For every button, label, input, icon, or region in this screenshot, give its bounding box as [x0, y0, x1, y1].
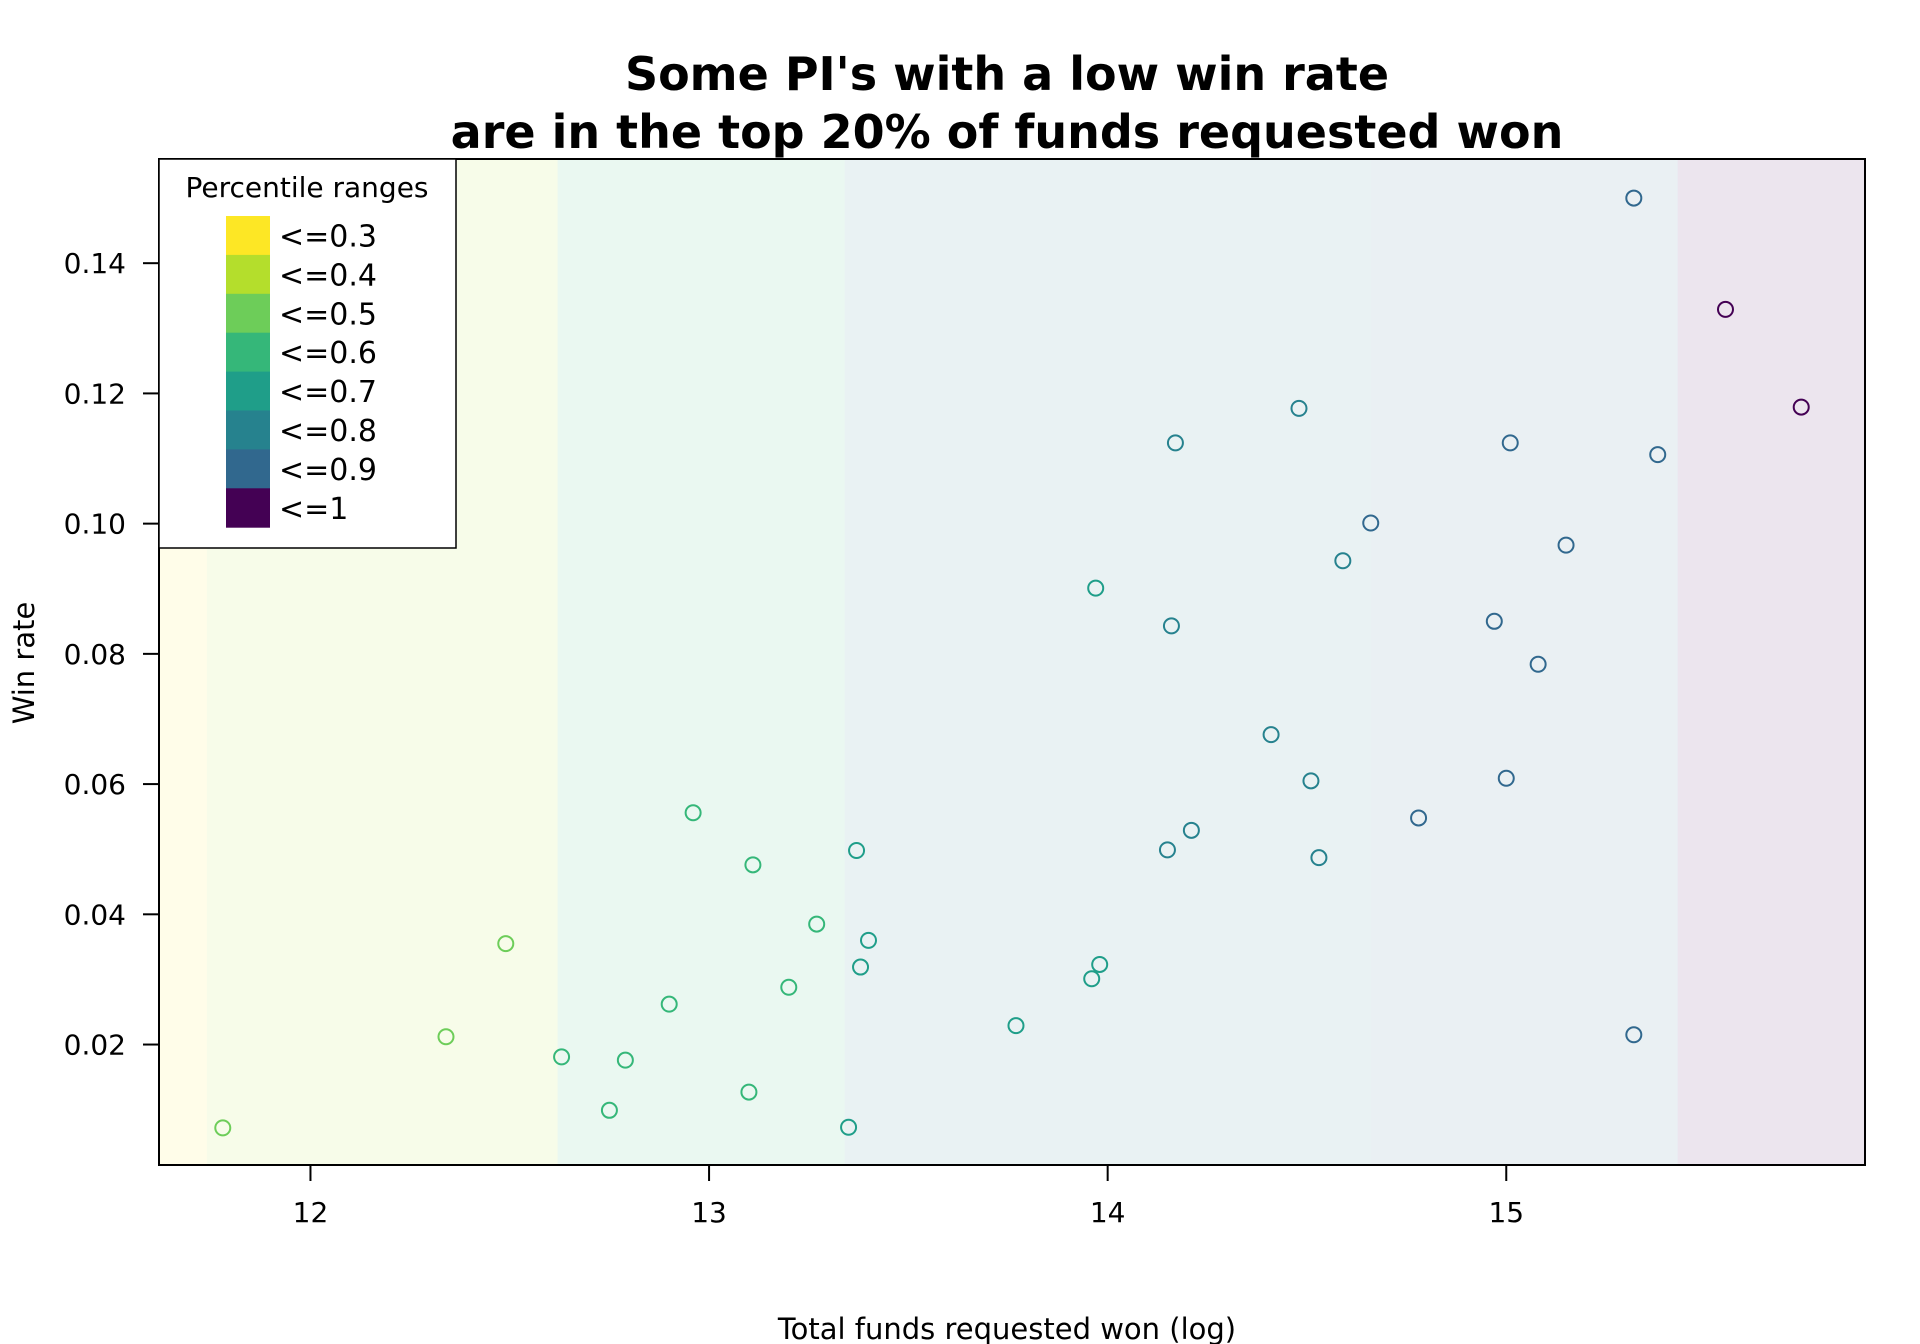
plot-frame: [158, 158, 1866, 1166]
data-point: [1007, 1017, 1025, 1035]
data-point: [437, 1028, 455, 1046]
legend-swatch: [226, 449, 270, 489]
data-point: [1162, 617, 1180, 635]
data-point: [1091, 955, 1109, 973]
x-tick-label: 12: [293, 1196, 329, 1229]
chart-title-line-1: Some PI's with a low win rate: [625, 47, 1389, 101]
data-point: [1529, 655, 1547, 673]
data-point: [1166, 434, 1184, 452]
data-point: [1083, 970, 1101, 988]
data-point: [1557, 536, 1575, 554]
data-point: [1310, 849, 1328, 867]
data-point: [616, 1051, 634, 1069]
legend-label: <=0.7: [279, 375, 377, 410]
legend-swatch: [226, 254, 270, 295]
legend-swatch: [226, 293, 270, 334]
data-point: [1501, 434, 1519, 452]
y-axis-label: Win rate: [7, 602, 41, 725]
data-point: [1262, 726, 1280, 744]
percentile-background-bands: [159, 159, 1865, 1165]
x-axis-label: Total funds requested won (log): [777, 1312, 1236, 1344]
data-points: [214, 189, 1810, 1137]
data-point: [852, 958, 870, 976]
x-tick-label: 15: [1488, 1196, 1524, 1229]
y-tick-label: 0.02: [64, 1029, 126, 1062]
data-point: [497, 935, 515, 953]
legend-label: <=0.6: [279, 336, 377, 371]
legend-swatch: [226, 371, 270, 411]
background-band-5: [1370, 159, 1678, 1165]
y-axis: 0.02 0.04 0.06 0.08 0.10 0.12 0.14: [64, 247, 159, 1062]
data-point: [808, 915, 826, 933]
legend-label: <=0.8: [279, 414, 377, 449]
legend-swatch: [226, 488, 270, 528]
data-point: [1410, 809, 1428, 827]
y-tick-label: 0.06: [64, 768, 126, 801]
data-point: [660, 995, 678, 1013]
data-point: [1716, 300, 1734, 318]
data-point: [1625, 189, 1643, 207]
background-band-6: [1677, 159, 1865, 1165]
data-point: [740, 1083, 758, 1101]
y-tick-label: 0.12: [64, 377, 126, 410]
data-point: [1334, 552, 1352, 570]
data-point: [553, 1048, 571, 1066]
background-band-4: [844, 159, 1371, 1165]
data-point: [1290, 399, 1308, 417]
y-tick-label: 0.08: [64, 638, 126, 671]
data-point: [600, 1101, 618, 1119]
data-point: [860, 931, 878, 949]
data-point: [1182, 821, 1200, 839]
data-point: [684, 804, 702, 822]
legend-box: [158, 158, 457, 549]
legend-label: <=0.4: [279, 258, 377, 293]
x-axis: 12 13 14 15: [293, 1165, 1524, 1229]
data-point: [1302, 772, 1320, 790]
legend-label: <=0.3: [279, 219, 377, 254]
data-point: [848, 842, 866, 860]
data-point: [214, 1119, 232, 1137]
data-point: [1485, 612, 1503, 630]
data-point: [1158, 841, 1176, 859]
legend-label: <=0.9: [279, 453, 377, 488]
data-point: [840, 1118, 858, 1136]
data-point: [1649, 446, 1667, 464]
x-tick-label: 13: [691, 1196, 727, 1229]
data-point: [1362, 514, 1380, 532]
data-point: [1625, 1026, 1643, 1044]
legend-label: <=0.5: [279, 297, 377, 332]
legend-label: <=1: [279, 492, 348, 527]
x-tick-label: 14: [1090, 1196, 1126, 1229]
data-point: [780, 978, 798, 996]
legend-swatch: [226, 410, 270, 450]
y-tick-label: 0.14: [64, 247, 126, 280]
data-point: [1497, 769, 1515, 787]
legend-swatch: [226, 332, 270, 373]
legend-entries: <=0.3 <=0.4 <=0.5 <=0.6 <=0.7 <=0.8 <=0.9 <=1: [226, 216, 377, 528]
data-point: [744, 856, 762, 874]
chart-title-line-2: are in the top 20% of funds requested wo…: [451, 105, 1564, 159]
legend: Percentile ranges <=0.3<=0.4<=0.5<=0.6<=…: [158, 158, 457, 549]
legend-swatch: [226, 216, 270, 256]
y-tick-label: 0.04: [64, 898, 126, 931]
data-point: [1087, 579, 1105, 597]
legend-title: Percentile ranges: [185, 171, 428, 204]
y-tick-label: 0.10: [64, 508, 126, 541]
background-band-3: [557, 159, 845, 1165]
data-point: [1792, 398, 1810, 416]
